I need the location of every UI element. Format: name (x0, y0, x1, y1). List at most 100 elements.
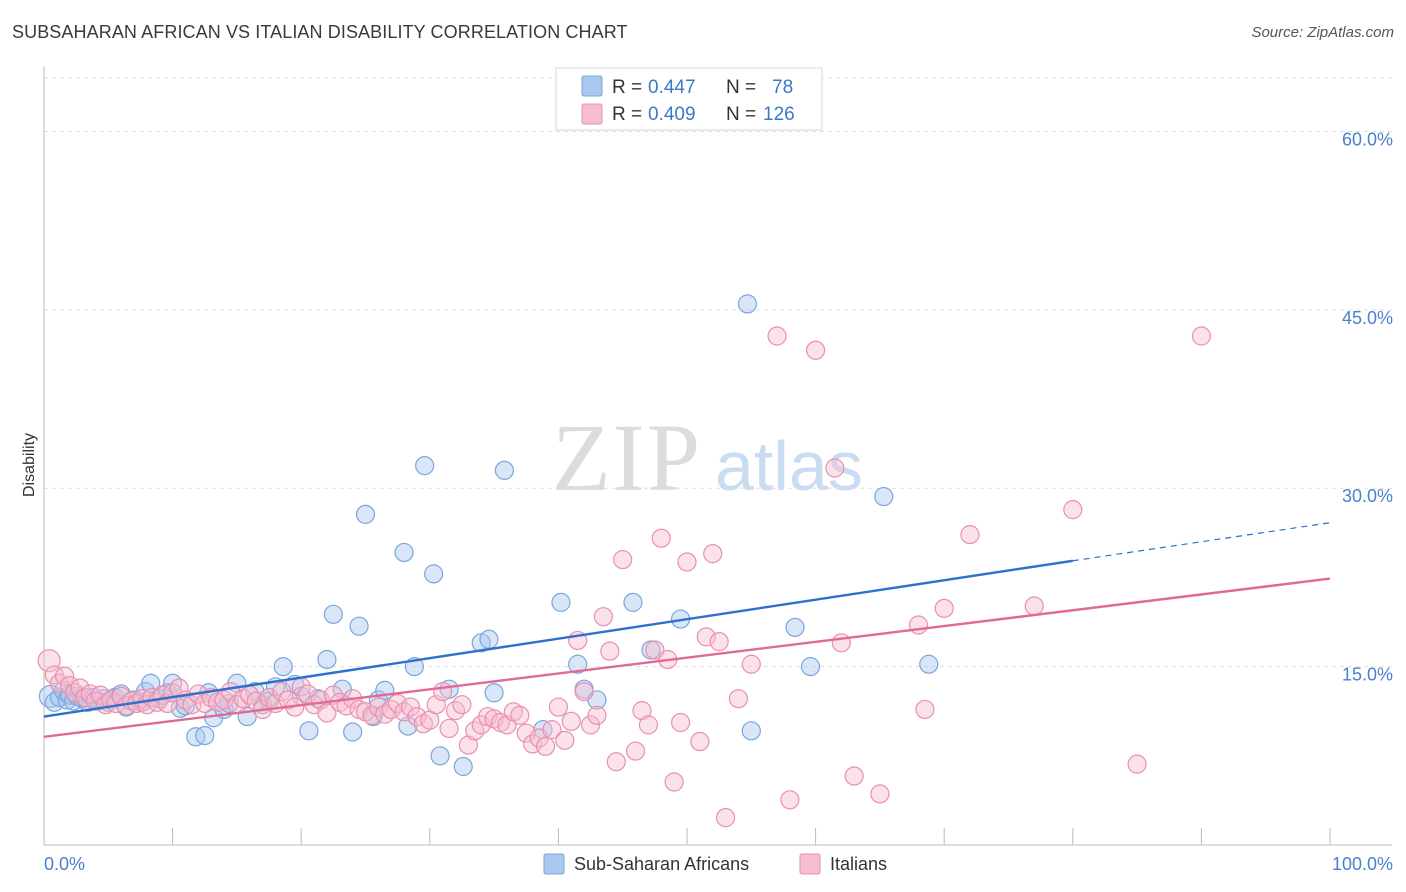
y-tick-labels: 15.0% 30.0% 45.0% 60.0% (1342, 129, 1393, 684)
legend-label-subsaharan: Sub-Saharan Africans (574, 854, 749, 874)
point-italians (915, 699, 935, 720)
point-italians (960, 525, 980, 545)
point-italians (535, 736, 556, 756)
point-italians (555, 730, 575, 750)
x-tick-label: 0.0% (44, 854, 85, 874)
point-italians (516, 723, 536, 743)
point-italians (870, 784, 890, 804)
trend-lines (43, 522, 1331, 738)
y-tick-label: 15.0% (1342, 665, 1393, 685)
point-subsaharan (355, 504, 376, 524)
watermark-atlas: atlas (715, 427, 863, 505)
point-italians (638, 715, 659, 735)
point-italians (542, 720, 562, 740)
legend-r-label: R = (612, 77, 642, 98)
point-italians (677, 552, 697, 572)
point-subsaharan (919, 654, 939, 674)
point-italians (580, 715, 601, 735)
point-italians (433, 681, 453, 702)
point-italians (645, 640, 665, 660)
point-italians (690, 731, 710, 752)
point-italians (696, 627, 716, 647)
legend-n-value: 78 (772, 77, 793, 98)
data-points (37, 294, 1212, 828)
point-italians (1024, 596, 1044, 616)
point-subsaharan (453, 756, 473, 777)
point-italians (600, 641, 620, 661)
point-subsaharan (623, 592, 643, 612)
point-italians (587, 705, 607, 725)
point-italians (452, 695, 472, 715)
point-italians (1127, 754, 1147, 774)
legend-swatch-italians (799, 853, 821, 875)
legend-top: R = 0.447 N = 78 R = 0.409 N = 126 (555, 67, 823, 131)
point-subsaharan (299, 721, 319, 741)
point-italians (70, 678, 90, 698)
point-italians (54, 666, 75, 686)
point-italians (625, 741, 646, 761)
point-italians (908, 615, 929, 635)
legend-r-value: 0.409 (648, 104, 696, 125)
point-italians (1191, 326, 1212, 346)
point-subsaharan (273, 657, 293, 677)
point-italians (439, 718, 459, 739)
point-italians (606, 752, 626, 772)
y-tick-label: 45.0% (1342, 308, 1393, 328)
watermark: ZIP atlas (552, 404, 863, 511)
point-italians (934, 598, 954, 618)
x-tick-labels: 0.0% 100.0% (44, 854, 1393, 874)
point-italians (670, 712, 691, 733)
point-italians (317, 703, 337, 723)
point-italians (805, 340, 826, 360)
point-subsaharan (479, 629, 499, 649)
legend-swatch-subsaharan (581, 75, 603, 97)
point-italians (632, 701, 652, 721)
point-italians (548, 697, 569, 717)
watermark-zip: ZIP (552, 404, 702, 511)
grid-lines (44, 77, 1392, 668)
point-subsaharan (424, 564, 444, 584)
point-italians (574, 681, 594, 702)
point-subsaharan (494, 460, 514, 480)
point-subsaharan (349, 616, 369, 636)
axes (43, 66, 1392, 846)
point-italians (831, 633, 851, 653)
point-italians (613, 549, 633, 570)
point-italians (561, 711, 581, 731)
legend-label-italians: Italians (830, 854, 887, 874)
trend-line-subsaharan-extension (1072, 522, 1331, 562)
trend-line-subsaharan (43, 559, 1073, 718)
legend-r-label: R = (612, 104, 642, 125)
x-tick-label: 100.0% (1332, 854, 1393, 874)
point-italians (651, 528, 671, 548)
point-subsaharan (874, 486, 894, 507)
point-italians (278, 690, 298, 710)
point-italians (664, 772, 684, 792)
point-italians (728, 689, 749, 709)
point-italians (741, 654, 761, 674)
legend-swatch-italians (581, 103, 603, 125)
legend-n-label: N = (726, 77, 756, 98)
point-subsaharan (741, 721, 761, 741)
point-italians (1063, 500, 1083, 520)
y-axis-label: Disability (21, 433, 38, 497)
point-italians (90, 685, 111, 705)
point-subsaharan (568, 654, 588, 674)
point-subsaharan (141, 673, 161, 693)
point-subsaharan (785, 617, 805, 637)
legend-bottom: Sub-Saharan Africans Italians (543, 853, 887, 875)
trend-line-italians (43, 577, 1331, 738)
point-subsaharan (323, 604, 343, 624)
point-italians (510, 705, 530, 725)
source-label: Source: ZipAtlas.com (1251, 24, 1394, 41)
point-italians (844, 766, 864, 786)
legend-r-value: 0.447 (648, 77, 696, 98)
y-tick-label: 60.0% (1342, 129, 1393, 149)
point-italians (458, 735, 478, 755)
point-italians (780, 790, 800, 810)
legend-n-label: N = (726, 104, 756, 125)
point-italians (85, 691, 106, 711)
point-subsaharan (317, 649, 337, 670)
point-italians (703, 544, 723, 564)
